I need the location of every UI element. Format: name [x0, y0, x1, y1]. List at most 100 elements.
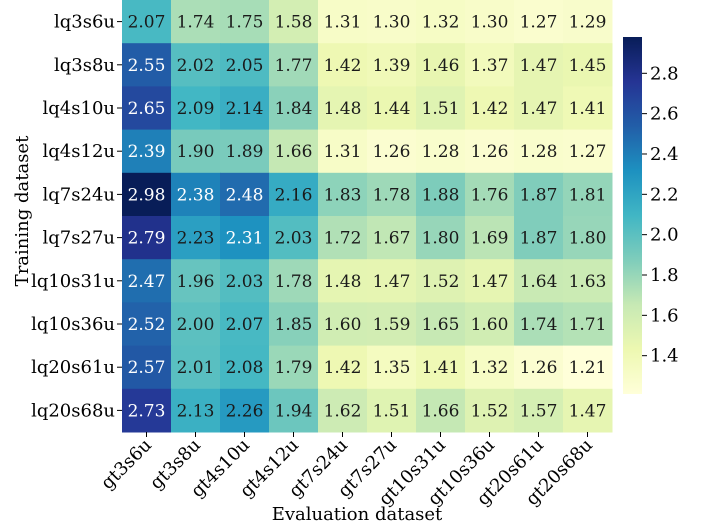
heatmap-cell-value: 1.59 — [373, 315, 411, 335]
heatmap-cell — [122, 0, 172, 44]
heatmap-cell-value: 1.52 — [422, 272, 460, 292]
heatmap-cell-value: 1.75 — [226, 13, 264, 33]
heatmap-cell — [514, 302, 564, 347]
colorbar-tick-label: 1.8 — [650, 265, 679, 286]
heatmap-cell — [318, 86, 368, 131]
heatmap-cell-value: 1.48 — [324, 272, 362, 292]
heatmap-cell-value: 2.05 — [226, 56, 264, 76]
heatmap-cell-value: 1.67 — [373, 229, 411, 249]
heatmap-cell-value: 1.41 — [422, 358, 460, 378]
heatmap-cell-value: 2.55 — [128, 56, 166, 76]
heatmap-cell — [171, 216, 221, 260]
heatmap-cell — [318, 302, 368, 347]
heatmap-cell-value: 1.35 — [373, 358, 411, 378]
heatmap-cell — [367, 129, 417, 174]
heatmap-cell-value: 1.64 — [520, 272, 558, 292]
heatmap-cell — [122, 388, 172, 433]
heatmap-cell — [220, 129, 270, 174]
heatmap-cell — [416, 216, 466, 260]
heatmap-cell-value: 1.26 — [373, 142, 411, 162]
heatmap-cell-value: 1.80 — [569, 229, 607, 249]
heatmap-cell-value: 2.73 — [128, 401, 166, 421]
heatmap-cell-value: 1.63 — [569, 272, 607, 292]
heatmap-cell — [171, 129, 221, 174]
heatmap-cell — [465, 388, 515, 433]
heatmap-cell — [122, 259, 172, 303]
colorbar — [623, 37, 642, 394]
heatmap-cell-value: 1.31 — [324, 13, 362, 33]
heatmap-cell — [220, 0, 270, 44]
heatmap-cell-value: 1.83 — [324, 185, 362, 205]
heatmap-cell-value: 1.76 — [471, 185, 509, 205]
heatmap-cell-value: 2.48 — [226, 185, 264, 205]
heatmap-cell — [465, 86, 515, 131]
colorbar-tick-label: 2.8 — [650, 63, 679, 84]
heatmap-cell — [563, 388, 613, 433]
heatmap-cell — [563, 345, 613, 390]
heatmap-cell — [171, 86, 221, 131]
heatmap-cell — [416, 43, 466, 87]
heatmap-cell-value: 1.51 — [373, 401, 411, 421]
heatmap-cell — [269, 388, 319, 433]
heatmap-cell — [171, 345, 221, 390]
heatmap-cell — [171, 259, 221, 303]
heatmap-cell — [318, 388, 368, 433]
heatmap-cell — [269, 86, 319, 131]
heatmap-cell-value: 2.07 — [128, 13, 166, 33]
heatmap-cell-value: 1.39 — [373, 56, 411, 76]
heatmap-cell-value: 2.65 — [128, 99, 166, 119]
colorbar-tick-label: 1.6 — [650, 305, 679, 326]
heatmap-cell — [416, 345, 466, 390]
colorbar-tick-label: 2.4 — [650, 144, 679, 165]
heatmap-cell — [122, 129, 172, 174]
heatmap-cell — [367, 0, 417, 44]
heatmap-cell-value: 2.79 — [128, 229, 166, 249]
heatmap-cell-value: 2.47 — [128, 272, 166, 292]
heatmap-cell — [563, 43, 613, 87]
heatmap-cell — [171, 43, 221, 87]
heatmap-cell-value: 1.79 — [275, 358, 313, 378]
heatmap-cell — [269, 0, 319, 44]
heatmap-cell-value: 1.58 — [275, 13, 313, 33]
heatmap-cell — [416, 129, 466, 174]
heatmap-cell — [367, 302, 417, 347]
heatmap-cell — [367, 216, 417, 260]
heatmap-cell-value: 1.37 — [471, 56, 509, 76]
y-tick-label: lq4s10u — [43, 98, 115, 119]
heatmap-cell — [465, 43, 515, 87]
heatmap-cell-value: 1.29 — [569, 13, 607, 33]
heatmap-cell-value: 2.98 — [128, 185, 166, 205]
heatmap-cell-value: 1.80 — [422, 229, 460, 249]
heatmap-cell — [367, 259, 417, 303]
heatmap-cell — [269, 216, 319, 260]
heatmap-cell — [416, 86, 466, 131]
heatmap-cell — [563, 259, 613, 303]
heatmap-cell-value: 2.14 — [226, 99, 264, 119]
y-tick-label: lq7s24u — [43, 184, 115, 205]
heatmap-cell-value: 2.23 — [177, 229, 215, 249]
heatmap-cell-value: 1.87 — [520, 185, 558, 205]
heatmap-cell-value: 1.28 — [520, 142, 558, 162]
heatmap-cell-value: 2.09 — [177, 99, 215, 119]
heatmap-cell-value: 2.02 — [177, 56, 215, 76]
y-tick-label: lq7s27u — [43, 228, 115, 249]
heatmap-cell-value: 1.47 — [569, 401, 607, 421]
heatmap-cell-value: 1.72 — [324, 229, 362, 249]
heatmap-cell-value: 1.47 — [471, 272, 509, 292]
heatmap-cell — [318, 259, 368, 303]
heatmap-cell-value: 1.71 — [569, 315, 607, 335]
y-tick-label: lq4s12u — [43, 141, 115, 162]
y-axis-title: Training dataset — [12, 135, 33, 286]
heatmap-cell — [465, 259, 515, 303]
heatmap-cell-value: 1.31 — [324, 142, 362, 162]
heatmap-cell — [220, 302, 270, 347]
heatmap-cell-value: 1.90 — [177, 142, 215, 162]
heatmap-cell — [318, 345, 368, 390]
heatmap-cell-value: 1.85 — [275, 315, 313, 335]
heatmap-cell — [122, 172, 172, 217]
heatmap-cell — [514, 0, 564, 44]
heatmap-cell — [465, 345, 515, 390]
heatmap-cell-value: 1.77 — [275, 56, 313, 76]
heatmap-cell-value: 1.26 — [471, 142, 509, 162]
heatmap-cell-value: 2.00 — [177, 315, 215, 335]
